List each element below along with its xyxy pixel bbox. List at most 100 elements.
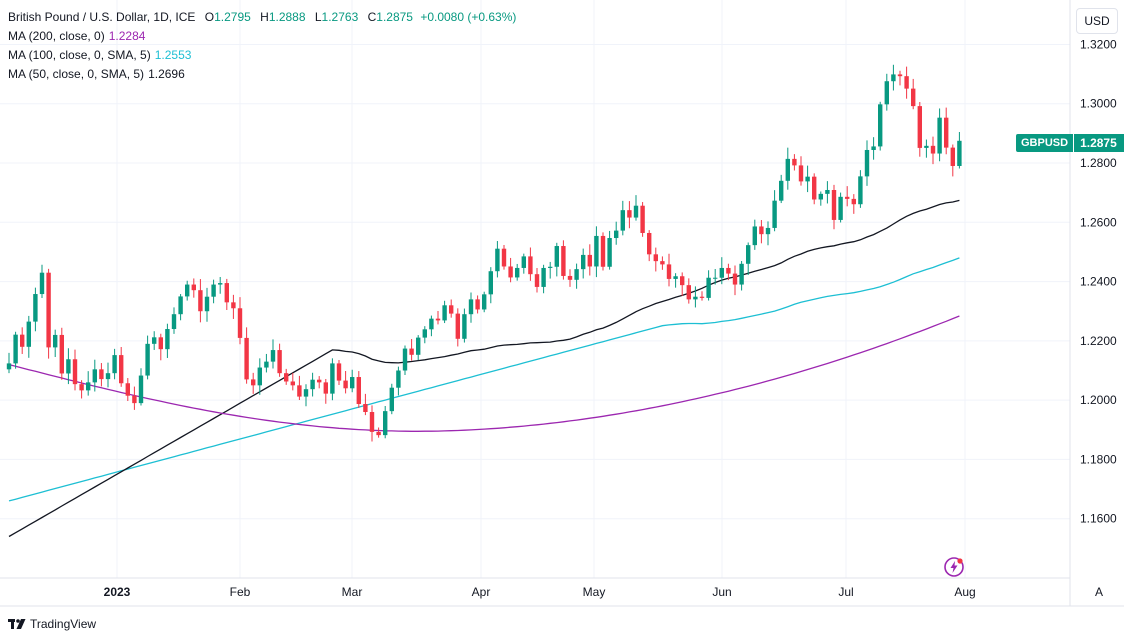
candle-body [812, 176, 817, 200]
candle-body [871, 146, 876, 150]
candle-body [482, 294, 487, 310]
candle-body [508, 266, 513, 278]
candle-body [581, 254, 586, 270]
last-price-tag: GBPUSD 1.2875 [1016, 134, 1124, 152]
candle-body [917, 106, 922, 148]
price-axis: 1.1600 1.1800 1.2000 1.2200 1.2400 1.2600 1.28… [1080, 37, 1117, 525]
candle-body [13, 334, 18, 364]
candle-body [772, 200, 777, 228]
candle-body [323, 382, 328, 394]
candle-body [495, 248, 500, 272]
candle-body [686, 285, 691, 300]
candle-body [125, 383, 130, 396]
tradingview-logo[interactable]: TradingView [8, 617, 96, 631]
candle-body [112, 355, 117, 374]
candle-body [218, 283, 223, 285]
ma100-value: 1.2553 [154, 48, 192, 62]
candle-body [706, 277, 711, 298]
candle-body [402, 348, 408, 371]
candle-body [752, 226, 757, 246]
candle-body [528, 256, 533, 275]
candle-body [779, 180, 784, 201]
candle-body [39, 272, 45, 295]
candle-body [911, 88, 916, 107]
candle-body [673, 276, 678, 279]
time-tick-label: Apr [472, 585, 491, 599]
price-tick-label: 1.1800 [1080, 452, 1117, 466]
candle-body [290, 381, 295, 386]
candle-body [171, 314, 177, 330]
price-tick-label: 1.3200 [1080, 37, 1117, 51]
candle-body [825, 189, 830, 194]
candle-body [554, 246, 559, 267]
candle-body [231, 302, 236, 309]
last-price-label: 1.2875 [1074, 134, 1124, 152]
candle-body [185, 284, 190, 297]
candle-body [792, 158, 797, 166]
candle-body [594, 235, 599, 267]
candle-body [633, 205, 639, 218]
candle-body [864, 149, 870, 177]
time-tick-label: Aug [954, 585, 975, 599]
candle-body [158, 337, 163, 350]
candle-body [765, 227, 771, 235]
candle-body [468, 299, 474, 315]
change-value: +0.0080 (+0.63%) [420, 10, 517, 24]
price-tick-label: 1.2400 [1080, 275, 1117, 289]
time-tick-label: May [583, 585, 606, 599]
ma50-legend-row[interactable]: MA (50, close, 0, SMA, 5) 1.2696 [8, 65, 516, 84]
tradingview-logo-icon [8, 618, 26, 629]
lightning-icon[interactable] [943, 556, 965, 578]
candle-body [343, 380, 348, 389]
candle-body [191, 284, 196, 291]
candle-body [785, 158, 790, 181]
candle-body [897, 74, 903, 77]
ma100-legend-row[interactable]: MA (100, close, 0, SMA, 5) 1.2553 [8, 46, 516, 65]
candle-body [86, 382, 91, 391]
candle-body [950, 147, 955, 166]
chart-grid [0, 0, 1070, 578]
candles [6, 64, 962, 442]
candle-body [53, 334, 58, 348]
candle-body [884, 81, 889, 105]
candle-body [818, 193, 823, 200]
low-label: L [314, 10, 322, 24]
candle-body [145, 343, 150, 376]
candle-body [541, 267, 546, 287]
time-tick-label: Jul [838, 585, 853, 599]
ma200-value: 1.2284 [108, 29, 146, 43]
currency-button[interactable]: USD [1076, 8, 1118, 34]
candle-body [270, 350, 276, 362]
candle-body [92, 369, 97, 383]
candle-body [937, 117, 942, 154]
symbol-legend-row[interactable]: British Pound / U.S. Dollar, 1D, ICE O1.… [8, 8, 516, 27]
tradingview-wordmark: TradingView [30, 617, 97, 631]
time-tick-label: 2023 [104, 585, 131, 599]
ma50-line [8, 199, 960, 538]
candle-body [944, 117, 949, 148]
auto-scale-button[interactable]: A [1094, 585, 1103, 599]
candle-body [277, 350, 282, 374]
high-label: H [260, 10, 269, 24]
time-axis: 2023 Feb Mar Apr May Jun Jul Aug [104, 585, 976, 599]
candle-body [653, 254, 658, 262]
candle-body [851, 198, 856, 205]
low-value: 1.2763 [321, 10, 359, 24]
close-label: C [367, 10, 377, 24]
candle-body [237, 308, 243, 338]
candle-body [105, 373, 111, 380]
price-tick-label: 1.2600 [1080, 215, 1117, 229]
candle-body [561, 246, 566, 276]
candle-body [396, 370, 401, 388]
time-tick-label: Feb [230, 585, 251, 599]
candle-body [759, 226, 764, 235]
ma200-legend-row[interactable]: MA (200, close, 0) 1.2284 [8, 27, 516, 46]
candle-body [132, 395, 137, 404]
candle-body [99, 369, 104, 380]
candle-body [627, 210, 632, 218]
high-value: 1.2888 [268, 10, 306, 24]
ma50-label: MA (50, close, 0, SMA, 5) [8, 67, 145, 81]
candle-body [475, 299, 480, 310]
close-value: 1.2875 [376, 10, 413, 24]
